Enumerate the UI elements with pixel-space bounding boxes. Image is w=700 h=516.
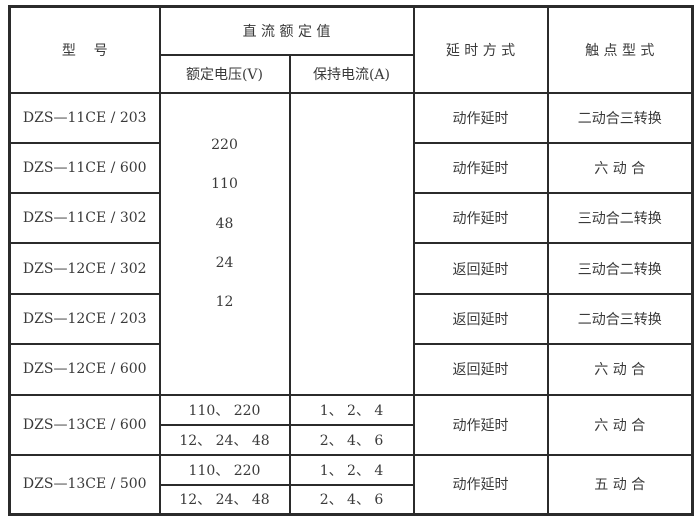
delay-cell: 返回延时: [412, 292, 549, 346]
table-row: 12、 24、 48 2、 4、 6: [10, 423, 693, 456]
contact-cell: 三动合二转换: [546, 192, 694, 245]
table-row: DZS—12CE / 203 返回延时 二动合三转换: [8, 292, 694, 346]
model-cell: DZS—11CE / 302: [8, 192, 161, 245]
header-holding-current: 保持电流(A): [288, 53, 415, 94]
voltage-cell: 12、 24、 48: [158, 423, 291, 456]
current-cell: 1、 2、 4: [288, 393, 415, 426]
table-row: DZS—12CE / 600 返回延时 六 动 合: [8, 343, 694, 396]
header-contact-type: 触 点 型 式: [546, 5, 694, 94]
model-cell: DZS—13CE / 500: [8, 453, 161, 516]
header-rated-voltage: 额定电压(V): [158, 53, 291, 94]
delay-cell: 动作延时: [412, 393, 549, 456]
current-cell: 2、 4、 6: [288, 423, 415, 456]
datasheet-page: 型 号 直 流 额 定 值 延 时 方 式 触 点 型 式 额定电压(V) 保持…: [8, 5, 694, 516]
relay-spec-table: 型 号 直 流 额 定 值 延 时 方 式 触 点 型 式 额定电压(V) 保持…: [8, 5, 694, 516]
voltage-value: 24: [215, 255, 234, 272]
model-cell: DZS—12CE / 600: [8, 343, 161, 396]
voltage-value: 12: [215, 294, 234, 311]
voltage-value: 220: [211, 137, 238, 154]
contact-cell: 二动合三转换: [546, 292, 694, 346]
model-cell: DZS—11CE / 203: [8, 91, 161, 144]
delay-cell: 返回延时: [412, 343, 549, 396]
header-dc-rated-value: 直 流 额 定 值: [158, 5, 415, 56]
model-cell: DZS—12CE / 203: [8, 292, 161, 346]
voltage-value-stack: 220 110 48 24 12: [162, 126, 288, 362]
voltage-value: [162, 322, 288, 361]
contact-cell: 六 动 合: [546, 141, 694, 195]
header-delay-mode: 延 时 方 式: [412, 5, 549, 94]
contact-cell: 二动合三转换: [546, 91, 694, 144]
contact-cell: 六 动 合: [546, 393, 694, 456]
voltage-cell: 110、 220: [158, 393, 291, 426]
header-model: 型 号: [8, 5, 161, 94]
header-row-sub: 额定电压(V) 保持电流(A): [10, 53, 693, 94]
voltage-cell: 12、 24、 48: [158, 483, 291, 516]
contact-cell: 五 动 合: [546, 453, 694, 516]
current-cell: 2、 4、 6: [288, 483, 415, 516]
table-row: DZS—13CE / 600 110、 220 1、 2、 4 动作延时 六 动…: [8, 393, 694, 456]
model-cell: DZS—13CE / 600: [8, 393, 161, 456]
delay-cell: 动作延时: [412, 453, 549, 516]
table-row: DZS—12CE / 302 返回延时 三动合二转换: [8, 242, 694, 295]
voltage-cell: 110、 220: [158, 453, 291, 486]
delay-cell: 动作延时: [412, 192, 549, 245]
current-merged-cell: [288, 91, 415, 396]
delay-cell: 返回延时: [412, 242, 549, 295]
current-cell: 1、 2、 4: [288, 453, 415, 486]
contact-cell: 三动合二转换: [546, 242, 694, 295]
table-row: DZS—11CE / 302 动作延时 三动合二转换: [8, 192, 694, 245]
voltage-value: 110: [211, 176, 238, 193]
delay-cell: 动作延时: [412, 141, 549, 195]
table-row: DZS—13CE / 500 110、 220 1、 2、 4 动作延时 五 动…: [8, 453, 694, 516]
model-cell: DZS—12CE / 302: [8, 242, 161, 295]
table-row: DZS—11CE / 203 220 110 48 24 12 动作延时 二动合…: [8, 91, 694, 396]
table-row: DZS—11CE / 600 动作延时 六 动 合: [8, 141, 694, 195]
voltage-merged-cell: 220 110 48 24 12: [158, 91, 291, 396]
model-cell: DZS—11CE / 600: [8, 141, 161, 195]
contact-cell: 六 动 合: [546, 343, 694, 396]
voltage-value: 48: [215, 215, 234, 232]
delay-cell: 动作延时: [412, 91, 549, 144]
header-row-top: 型 号 直 流 额 定 值 延 时 方 式 触 点 型 式: [8, 5, 694, 94]
